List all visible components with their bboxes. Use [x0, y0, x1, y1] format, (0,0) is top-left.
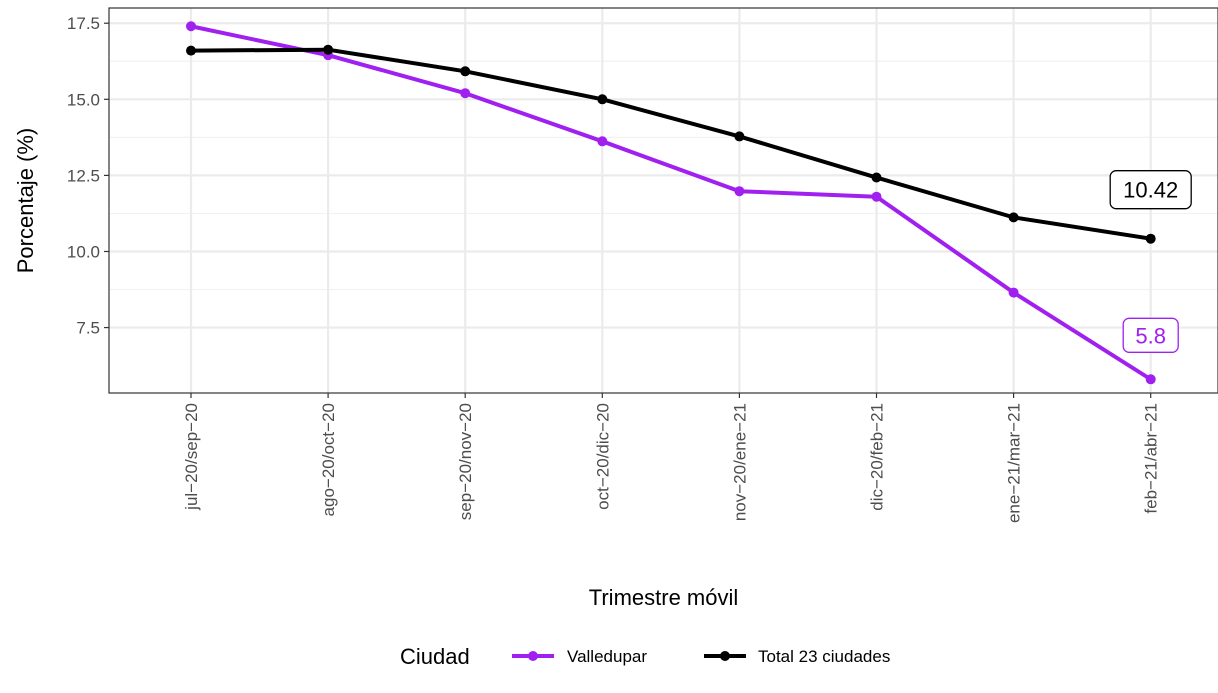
- axes: 7.5 10.0 12.5 15.0 17.5 jul−20/sep−20 ago−20/o…: [67, 14, 1161, 523]
- legend-swatch-point: [720, 651, 730, 661]
- data-point: [871, 191, 882, 202]
- data-point: [460, 88, 471, 99]
- data-label-box: [1109, 170, 1192, 210]
- data-label-box: [1122, 317, 1179, 353]
- data-label: 10.42: [1123, 178, 1178, 203]
- data-point: [597, 94, 608, 105]
- data-point: [1008, 212, 1019, 223]
- data-point: [871, 172, 882, 183]
- data-label: 5.8: [1135, 323, 1166, 348]
- y-tick-label: 10.0: [67, 242, 100, 261]
- x-tick-label: sep−20/nov−20: [456, 403, 475, 520]
- series-group: [186, 21, 1156, 385]
- legend-label: Valledupar: [567, 647, 647, 666]
- y-tick-label: 12.5: [67, 166, 100, 185]
- x-tick-label: dic−20/feb−21: [868, 403, 887, 511]
- series-line: [190, 47, 1152, 241]
- series-line: [190, 24, 1152, 381]
- x-tick-label: feb−21/abr−21: [1142, 403, 1161, 514]
- data-labels: 5.8 10.42: [1109, 170, 1192, 353]
- data-point: [186, 21, 196, 32]
- data-point: [1008, 287, 1019, 298]
- legend-label: Total 23 ciudades: [758, 647, 890, 666]
- x-tick-label: ago−20/oct−20: [319, 403, 338, 516]
- y-tick-label: 15.0: [67, 90, 100, 109]
- data-point: [1145, 233, 1156, 244]
- data-point: [1145, 374, 1156, 385]
- y-tick-label: 7.5: [76, 319, 100, 338]
- plot-panel: [108, 7, 1218, 394]
- x-axis-title: Trimestre móvil: [589, 585, 739, 610]
- data-point: [734, 186, 745, 197]
- legend-title: Ciudad: [400, 644, 470, 669]
- grid: [109, 8, 1218, 393]
- y-tick-label: 17.5: [67, 14, 100, 33]
- data-point: [460, 66, 471, 77]
- x-tick-label: jul−20/sep−20: [182, 403, 201, 511]
- data-point: [734, 131, 745, 142]
- data-point: [323, 44, 334, 55]
- x-tick-label: oct−20/dic−20: [593, 403, 612, 510]
- x-tick-label: ene−21/mar−21: [1005, 403, 1024, 523]
- legend: Ciudad Valledupar Total 23 ciudades: [400, 644, 890, 669]
- data-point: [597, 136, 608, 147]
- y-axis-title: Porcentaje (%): [13, 128, 38, 274]
- legend-swatch-point: [528, 651, 538, 661]
- x-tick-label: nov−20/ene−21: [730, 403, 749, 521]
- data-point: [186, 45, 196, 56]
